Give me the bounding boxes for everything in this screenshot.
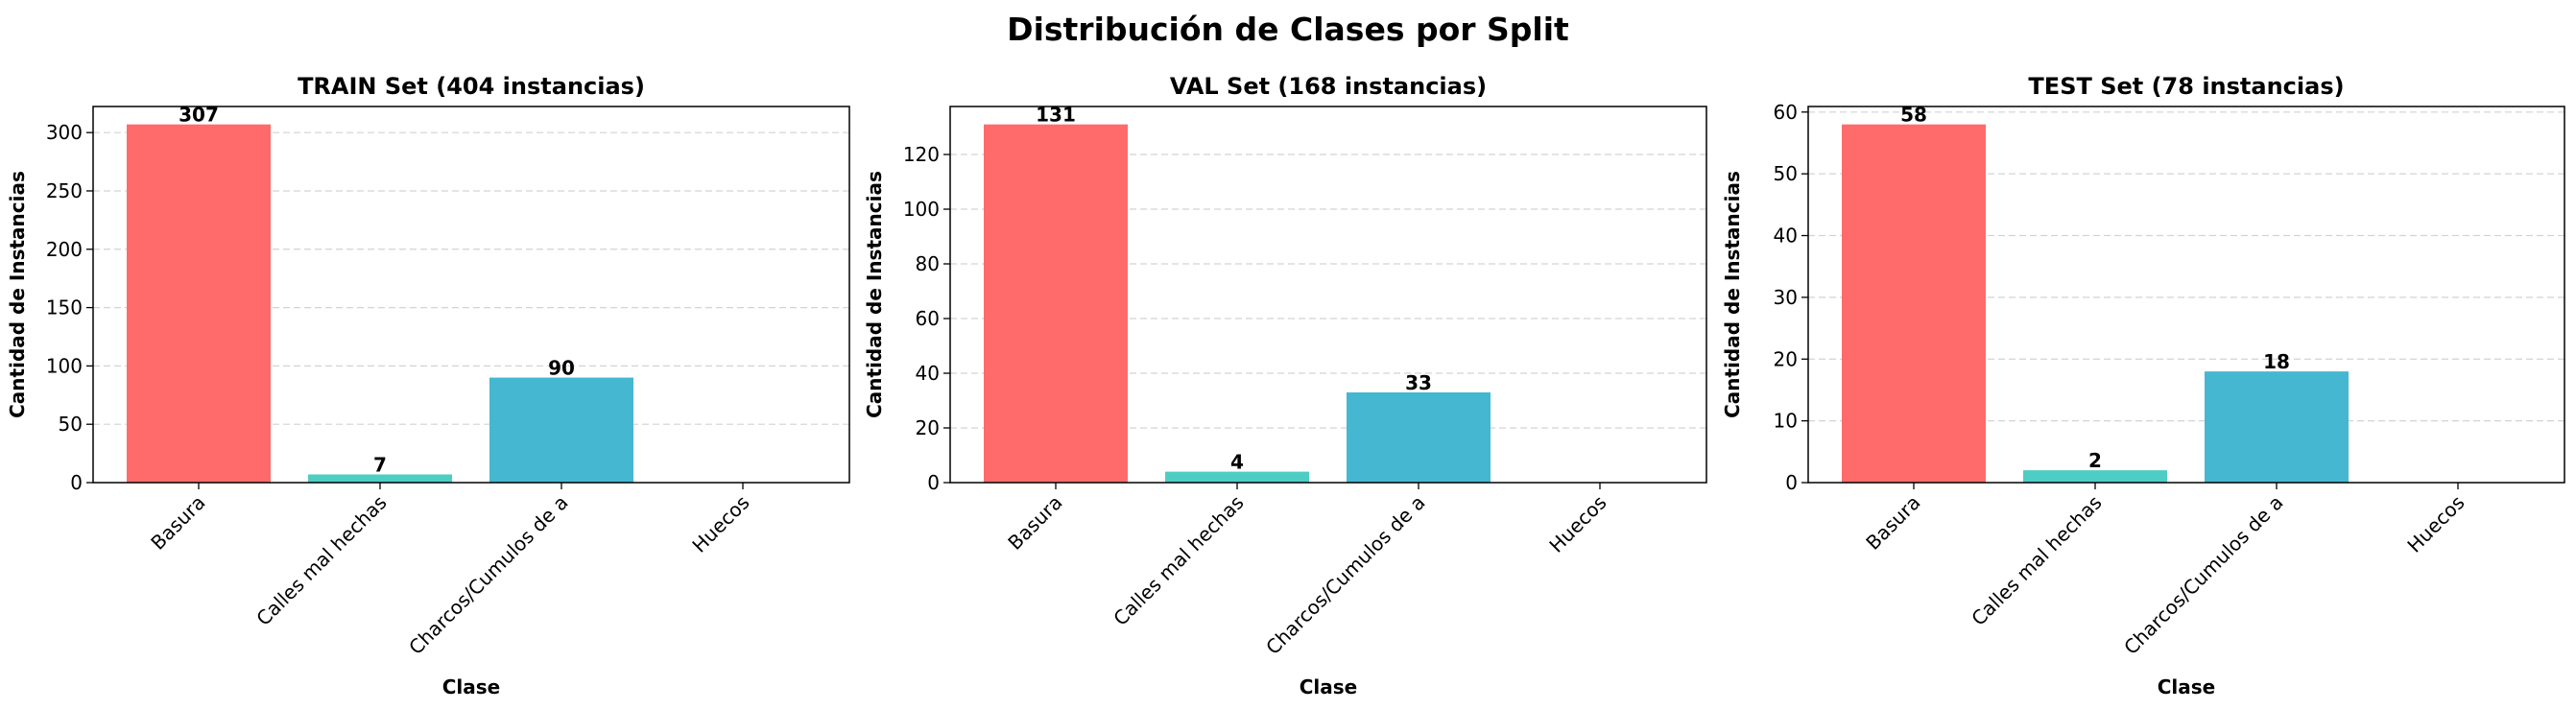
y-tick-label: 0	[70, 471, 83, 494]
bar	[984, 124, 1128, 483]
axes-frame	[949, 106, 1707, 484]
y-axis-label: Cantidad de Instancias	[863, 171, 886, 418]
y-tick-label: 250	[46, 179, 83, 202]
x-tick-label: Charcos/Cumulos de a	[2119, 491, 2287, 659]
chart-panel: 58 Basura 2 Calles mal hechas 18 Charcos/Cumu…	[1721, 73, 2565, 698]
y-tick-label: 100	[46, 354, 83, 377]
bar	[1165, 471, 1309, 483]
y-tick-label: 60	[916, 307, 940, 330]
chart-panels: 307 Basura 7 Calles mal hechas 90 Charcos/Cum…	[6, 73, 2565, 698]
x-tick-label: Charcos/Cumulos de a	[1261, 491, 1429, 659]
x-tick-label: Basura	[1003, 491, 1066, 555]
bar	[1842, 124, 1986, 483]
y-tick-label: 80	[916, 252, 940, 275]
bar-value-label: 58	[1900, 104, 1927, 127]
y-tick-label: 300	[46, 121, 83, 144]
bar-value-label: 18	[2263, 350, 2290, 373]
x-tick-label: Huecos	[1544, 491, 1610, 557]
bar-value-label: 131	[1036, 104, 1076, 127]
y-tick-label: 120	[903, 143, 940, 166]
y-tick-label: 100	[903, 198, 940, 221]
bar-value-label: 4	[1230, 451, 1244, 474]
y-axis-label: Cantidad de Instancias	[6, 171, 29, 418]
bar	[2023, 470, 2167, 483]
y-tick-label: 50	[1774, 162, 1798, 185]
y-tick-label: 0	[927, 471, 940, 494]
y-tick-label: 20	[1774, 347, 1798, 370]
y-tick-label: 10	[1774, 410, 1798, 433]
bar	[489, 377, 633, 483]
x-axis-label: Clase	[1300, 675, 1358, 698]
y-tick-label: 40	[916, 362, 940, 385]
y-tick-label: 60	[1774, 101, 1798, 124]
x-tick-label: Charcos/Cumulos de a	[404, 491, 572, 659]
y-tick-label: 0	[1785, 471, 1798, 494]
y-tick-label: 40	[1774, 225, 1798, 248]
axes-frame	[92, 106, 850, 484]
bar-value-label: 2	[2088, 449, 2102, 472]
x-axis-label: Clase	[2158, 675, 2216, 698]
bar-value-label: 90	[548, 357, 575, 380]
x-tick-label: Basura	[146, 491, 209, 555]
bar-value-label: 307	[179, 104, 219, 127]
x-tick-label: Calles mal hechas	[251, 491, 391, 630]
x-tick-label: Basura	[1861, 491, 1924, 555]
x-axis-label: Clase	[442, 675, 501, 698]
y-tick-label: 150	[46, 296, 83, 320]
chart-title: VAL Set (168 instancias)	[1170, 73, 1487, 100]
axes-frame	[1807, 106, 2565, 484]
bar-value-label: 7	[373, 453, 387, 476]
chart-panel: 131 Basura 4 Calles mal hechas 33 Charcos/Cum…	[863, 73, 1707, 698]
chart-title: TRAIN Set (404 instancias)	[298, 73, 645, 100]
y-tick-label: 20	[916, 416, 940, 439]
y-axis-label: Cantidad de Instancias	[1721, 171, 1744, 418]
y-tick-label: 200	[46, 238, 83, 261]
bar	[2205, 371, 2349, 483]
bar	[308, 474, 452, 483]
x-tick-label: Calles mal hechas	[1967, 491, 2106, 630]
x-tick-label: Huecos	[2402, 491, 2469, 557]
chart-title: TEST Set (78 instancias)	[2028, 73, 2344, 100]
figure-suptitle: Distribución de Clases por Split	[1007, 11, 1569, 48]
y-tick-label: 50	[59, 413, 83, 436]
bar	[1347, 391, 1491, 483]
x-tick-label: Huecos	[687, 491, 753, 557]
chart-panel: 307 Basura 7 Calles mal hechas 90 Charcos/Cum…	[6, 73, 850, 698]
x-tick-label: Calles mal hechas	[1109, 491, 1248, 630]
bar-value-label: 33	[1405, 371, 1432, 394]
y-tick-label: 30	[1774, 286, 1798, 309]
bar	[127, 124, 271, 483]
